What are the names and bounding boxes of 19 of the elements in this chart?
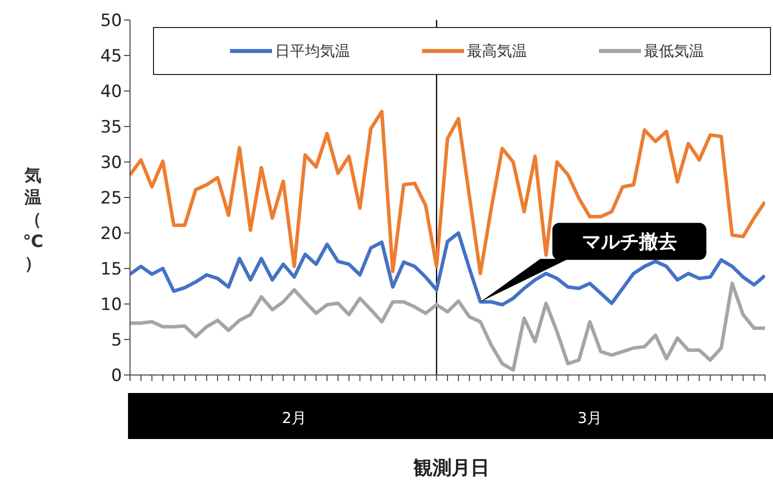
y-tick-label: 20: [100, 224, 122, 244]
legend-label: 最高気温: [467, 42, 527, 60]
x-tick-label: 3月: [578, 409, 602, 427]
y-tick-label: 30: [100, 153, 122, 174]
y-tick-label: 40: [100, 82, 122, 102]
y-tick-label: 0: [111, 366, 122, 386]
legend-label: 最低気温: [644, 42, 704, 60]
x-tick-label: 2月: [282, 409, 306, 427]
y-tick-label: 10: [100, 295, 122, 316]
annotation: マルチ撤去: [582, 230, 677, 253]
y-tick-label: 35: [100, 118, 122, 138]
y-tick-label: 45: [100, 46, 122, 67]
y-tick-label: 50: [100, 11, 122, 32]
y-axis-title: 気温（℃）: [22, 165, 44, 275]
y-tick-label: 25: [100, 188, 122, 209]
legend-label: 日平均気温: [275, 42, 350, 60]
y-tick-label: 15: [100, 260, 122, 280]
x-axis-title: 観測月日: [412, 456, 490, 481]
y-tick-label: 5: [111, 330, 122, 351]
